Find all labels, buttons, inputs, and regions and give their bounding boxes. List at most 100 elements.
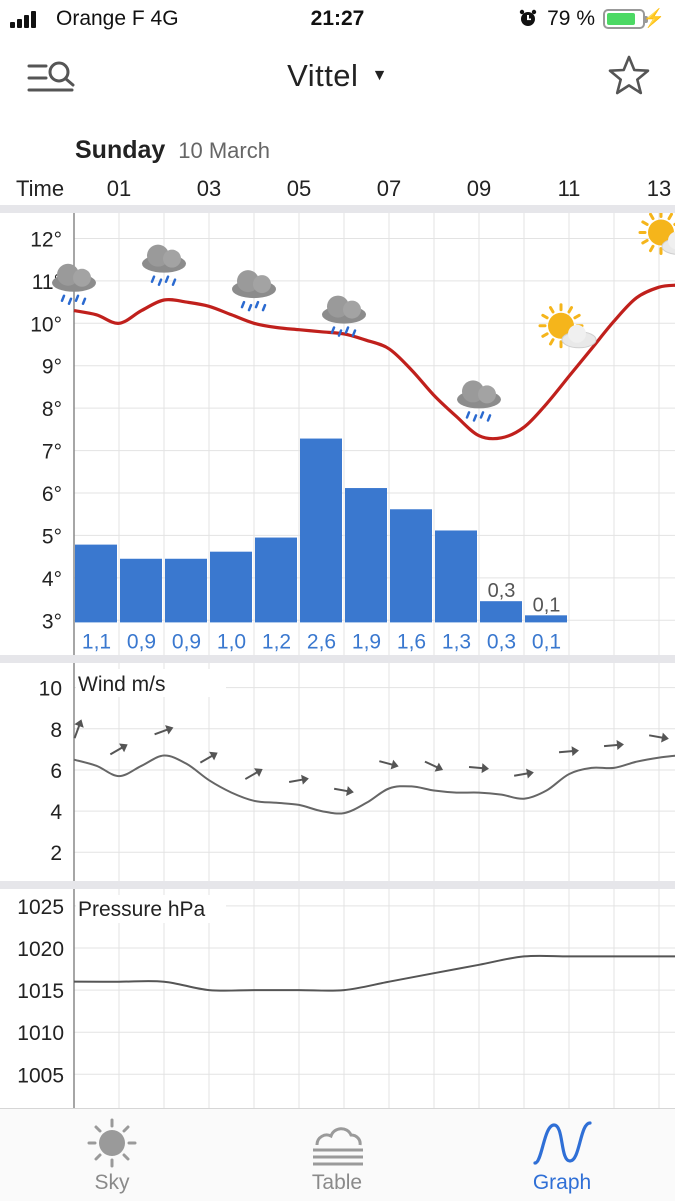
location-name: Vittel xyxy=(287,58,358,93)
precipitation-bar xyxy=(75,545,117,623)
arrow-head xyxy=(435,763,446,775)
pressure-tick-label: 1020 xyxy=(17,938,64,961)
arrow-head xyxy=(119,740,130,752)
precipitation-bar xyxy=(345,488,387,622)
tab-graph-label: Graph xyxy=(482,1171,642,1195)
cloud-shape xyxy=(73,269,91,287)
tab-sky[interactable]: Sky xyxy=(32,1109,192,1201)
precipitation-value-label: 0,3 xyxy=(487,630,516,653)
raindrop xyxy=(249,305,251,310)
precipitation-value-label: 1,3 xyxy=(442,630,471,653)
tab-graph[interactable]: Graph xyxy=(482,1109,642,1201)
precipitation-value-label: 0,1 xyxy=(532,630,561,653)
partly-sunny-icon xyxy=(540,305,596,348)
temperature-tick-label: 12° xyxy=(30,228,62,251)
raindrop xyxy=(481,412,483,417)
sun-ray xyxy=(543,315,547,318)
time-tick: 01 xyxy=(99,176,139,202)
arrow-head xyxy=(526,767,535,778)
arrow-head xyxy=(301,774,310,785)
temperature-tick-label: 5° xyxy=(42,525,62,548)
sun-ray xyxy=(669,214,672,218)
arrow-head xyxy=(209,748,220,760)
temperature-tick-label: 7° xyxy=(42,441,62,464)
tab-bar: Sky Table Graph xyxy=(0,1108,675,1201)
temperature-tick-label: 3° xyxy=(42,610,62,633)
sun-icon xyxy=(82,1117,142,1169)
raindrop xyxy=(76,296,78,301)
day-header: Sunday 10 March xyxy=(75,136,270,165)
cloud-shape xyxy=(163,250,181,268)
arrow-head xyxy=(572,746,580,757)
cloud-shape xyxy=(253,275,271,293)
sun-ray xyxy=(651,246,654,250)
precipitation-value-label: 1,6 xyxy=(397,630,426,653)
precipitation-value-label: 1,1 xyxy=(82,630,111,653)
wind-tick-label: 10 xyxy=(39,678,62,701)
separator xyxy=(0,205,675,213)
temperature-tick-label: 8° xyxy=(42,398,62,421)
precipitation-bar xyxy=(300,439,342,623)
raindrop xyxy=(488,415,490,420)
wind-chart-title: Wind m/s xyxy=(78,673,166,696)
raindrop xyxy=(353,331,355,336)
raindrop xyxy=(256,302,258,307)
battery-icon xyxy=(603,9,645,29)
pressure-tick-label: 1025 xyxy=(17,896,64,919)
cloud-shape xyxy=(478,385,496,403)
pressure-tick-label: 1005 xyxy=(17,1064,64,1087)
tab-table[interactable]: Table xyxy=(257,1109,417,1201)
time-axis-label: Time xyxy=(16,176,64,202)
raindrop xyxy=(474,415,476,420)
precipitation-top-label: 0,3 xyxy=(488,580,516,602)
arrow-head xyxy=(617,739,625,750)
sun-ray xyxy=(575,315,579,318)
sun-ray xyxy=(551,308,554,312)
precipitation-value-label: 1,9 xyxy=(352,630,381,653)
arrow-head xyxy=(482,763,490,774)
battery-percentage: 79 % xyxy=(547,7,595,31)
precipitation-value-label: 1,0 xyxy=(217,630,246,653)
precipitation-bar xyxy=(165,559,207,623)
precipitation-bar xyxy=(525,615,567,622)
wave-graph-icon xyxy=(532,1117,592,1169)
arrow-head xyxy=(254,765,265,777)
sun-ray xyxy=(551,340,554,344)
time-tick: 13 xyxy=(639,176,675,202)
raindrop xyxy=(263,305,265,310)
separator xyxy=(0,655,675,663)
sun-ray xyxy=(643,240,647,243)
location-selector[interactable]: Vittel ▼ xyxy=(0,58,675,94)
star-icon[interactable] xyxy=(607,54,651,98)
precipitation-value-label: 0,9 xyxy=(127,630,156,653)
raindrop xyxy=(83,299,85,304)
precipitation-top-label: 0,1 xyxy=(533,594,561,616)
temperature-tick-label: 6° xyxy=(42,483,62,506)
partly-sunny-icon xyxy=(640,213,675,254)
tab-sky-label: Sky xyxy=(32,1171,192,1195)
precipitation-value-label: 2,6 xyxy=(307,630,336,653)
temperature-tick-label: 9° xyxy=(42,356,62,379)
time-tick: 03 xyxy=(189,176,229,202)
temperature-tick-label: 4° xyxy=(42,568,62,591)
precipitation-bar xyxy=(255,538,297,623)
precipitation-value-label: 0,9 xyxy=(172,630,201,653)
day-date: 10 March xyxy=(178,138,270,163)
tab-table-label: Table xyxy=(257,1171,417,1195)
sun-ray xyxy=(543,334,547,337)
time-tick: 11 xyxy=(549,176,589,202)
wind-tick-label: 2 xyxy=(50,842,62,865)
raindrop xyxy=(467,412,469,417)
arrow-head xyxy=(74,718,86,728)
alarm-icon xyxy=(519,9,537,27)
precipitation-value-label: 1,2 xyxy=(262,630,291,653)
charging-bolt-icon: ⚡ xyxy=(643,8,665,29)
wind-tick-label: 6 xyxy=(50,760,62,783)
status-bar: Orange F 4G 21:27 79 % ⚡ xyxy=(0,0,675,40)
arrow-head xyxy=(661,733,670,744)
chevron-down-icon: ▼ xyxy=(372,67,388,84)
arrow-head xyxy=(346,786,355,797)
